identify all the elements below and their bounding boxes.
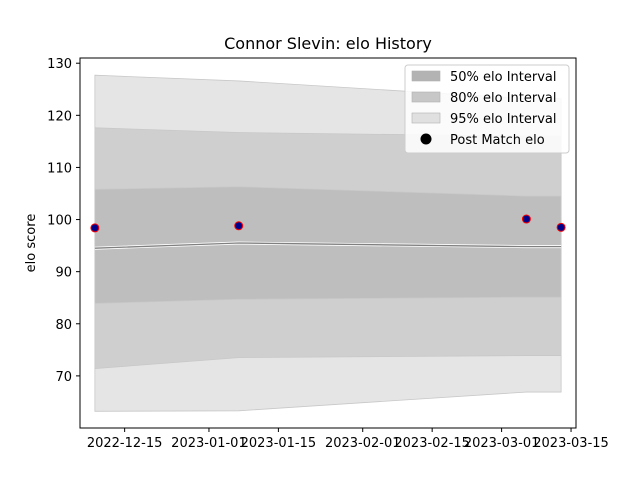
legend-label: 80% elo Interval — [450, 91, 557, 106]
y-tick-label: 110 — [47, 161, 72, 176]
legend-swatch — [411, 70, 441, 82]
y-axis-label: elo score — [24, 214, 39, 273]
legend-label: 95% elo Interval — [450, 112, 557, 127]
legend-label: Post Match elo — [450, 133, 545, 148]
y-tick-label: 130 — [47, 57, 72, 72]
y-tick-label: 100 — [47, 214, 72, 229]
mean-line — [94, 241, 562, 250]
legend-frame — [404, 64, 570, 154]
legend-label: 50% elo Interval — [450, 70, 557, 85]
x-tick-label: 2023-01-01 — [171, 436, 247, 451]
y-tick-label: 90 — [55, 266, 72, 281]
legend-swatch — [411, 112, 441, 124]
y-tick-label: 80 — [55, 318, 72, 333]
post-match-point — [90, 223, 100, 233]
mean-line-path — [94, 242, 562, 249]
y-tick-label: 70 — [55, 370, 72, 385]
y-axis-ticks: 70 80 90 100 110 120 130 — [47, 57, 80, 385]
x-tick-label: 2022-12-15 — [87, 436, 163, 451]
legend: 50% elo Interval 80% elo Interval 95% elo … — [404, 64, 570, 154]
post-match-point — [521, 214, 531, 224]
post-match-points — [90, 214, 566, 233]
legend-marker — [420, 133, 432, 145]
x-tick-label: 2023-02-15 — [394, 436, 470, 451]
plot-frame — [79, 57, 577, 429]
x-tick-label: 2023-02-01 — [325, 436, 401, 451]
chart-title: Connor Slevin: elo History — [224, 34, 432, 53]
legend-swatch — [411, 91, 441, 103]
y-tick-label: 120 — [47, 109, 72, 124]
x-tick-label: 2023-03-15 — [533, 436, 609, 451]
post-match-point — [234, 221, 244, 231]
x-tick-label: 2023-03-01 — [464, 436, 540, 451]
x-tick-label: 2023-01-15 — [241, 436, 317, 451]
post-match-point — [556, 222, 566, 232]
